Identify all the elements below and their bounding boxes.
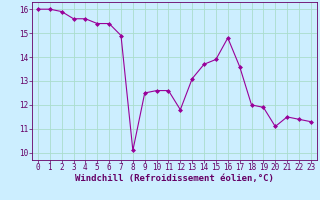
- X-axis label: Windchill (Refroidissement éolien,°C): Windchill (Refroidissement éolien,°C): [75, 174, 274, 183]
